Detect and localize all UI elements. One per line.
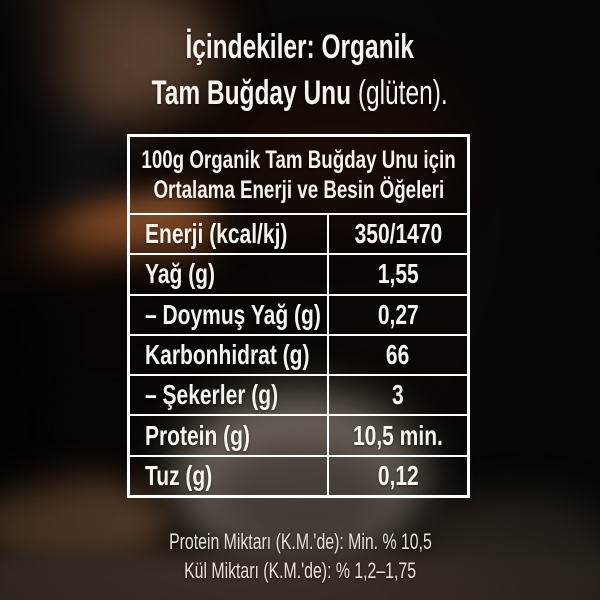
- table-row-salt: Tuz (g) 0,12: [130, 456, 467, 495]
- nutrient-label-cell: Protein (g): [130, 416, 329, 455]
- nutrient-label-cell: Tuz (g): [130, 456, 329, 495]
- nutrient-label-text: Karbonhidrat (g): [145, 338, 310, 370]
- nutrition-table-header: 100g Organik Tam Buğday Unu için Ortalam…: [130, 137, 467, 215]
- nutrient-value-cell: 10,5 min.: [329, 416, 467, 454]
- table-row-energy: Enerji (kcal/kj) 350/1470: [130, 215, 467, 256]
- table-header-line2: Ortalama Enerji ve Besin Öğeleri: [105, 175, 493, 205]
- table-header-line1: 100g Organik Tam Buğday Unu için: [89, 145, 508, 175]
- table-header-line2-text: Ortalama Enerji ve Besin Öğeleri: [153, 176, 444, 204]
- table-row-protein: Protein (g) 10,5 min.: [130, 416, 467, 457]
- nutrient-label-text: Enerji (kcal/kj): [145, 218, 288, 250]
- ash-footnote-text: Kül Miktarı (K.M.'de): % 1,2–1,75: [184, 558, 416, 583]
- nutrient-label-text: Yağ (g): [145, 258, 216, 290]
- table-row-fat: Yağ (g) 1,55: [130, 255, 467, 296]
- table-row-saturated-fat: – Doymuş Yağ (g) 0,27: [130, 295, 467, 336]
- photo-dark-right-side: [0, 0, 60, 480]
- nutrient-value-cell: 350/1470: [329, 215, 467, 253]
- photo-bottom-right-blur: [415, 498, 600, 593]
- nutrient-value-text: 10,5 min.: [352, 419, 443, 451]
- product-name-text: Tam Buğday Unu: [151, 74, 352, 112]
- protein-footnote: Protein Miktarı (K.M.'de): Min. % 10,5: [0, 527, 600, 556]
- nutrient-label-text: – Şekerler (g): [145, 379, 279, 411]
- nutrient-value-text: 0,12: [377, 459, 419, 491]
- nutrient-value-cell: 3: [329, 376, 467, 414]
- nutrient-label-cell: Yağ (g): [130, 255, 329, 294]
- nutrient-value-cell: 1,55: [329, 255, 467, 293]
- nutrient-label-text: Protein (g): [145, 419, 250, 451]
- nutrient-label-cell: Karbonhidrat (g): [130, 335, 329, 375]
- nutrient-label-text: Tuz (g): [145, 459, 213, 491]
- nutrient-value-text: 66: [386, 338, 410, 370]
- nutrient-value-text: 1,55: [377, 258, 419, 290]
- nutrient-label-cell: Enerji (kcal/kj): [130, 215, 329, 254]
- ingredients-title-line1: İçindekiler: Organik: [0, 24, 600, 70]
- ingredients-title-line1-text: İçindekiler: Organik: [185, 28, 415, 66]
- photo-warm-glow-blur: [225, 85, 445, 215]
- table-header-line1-text: 100g Organik Tam Buğday Unu için: [141, 146, 456, 174]
- table-row-sugars: – Şekerler (g) 3: [130, 376, 467, 417]
- nutrition-table: 100g Organik Tam Buğday Unu için Ortalam…: [127, 134, 470, 498]
- nutrient-value-text: 350/1470: [354, 218, 442, 250]
- nutrient-value-text: 0,27: [377, 298, 419, 330]
- nutrient-label-cell: – Doymuş Yağ (g): [130, 295, 329, 334]
- nutrient-value-cell: 66: [329, 336, 467, 374]
- nutrient-value-text: 3: [392, 379, 404, 411]
- nutrition-table-body: Enerji (kcal/kj) 350/1470 Yağ (g) 1,55 –…: [130, 215, 467, 495]
- nutrient-value-cell: 0,12: [329, 457, 467, 495]
- gluten-note-text: (glüten).: [351, 74, 449, 112]
- table-row-carbohydrate: Karbonhidrat (g) 66: [130, 335, 467, 377]
- ingredients-title: İçindekiler: Organik Tam Buğday Unu (glü…: [0, 24, 600, 116]
- footnotes: Protein Miktarı (K.M.'de): Min. % 10,5 K…: [0, 527, 600, 585]
- nutrient-label-text: – Doymuş Yağ (g): [145, 298, 321, 330]
- ash-footnote: Kül Miktarı (K.M.'de): % 1,2–1,75: [0, 556, 600, 585]
- ingredients-title-line2: Tam Buğday Unu (glüten).: [0, 70, 600, 116]
- nutrient-value-cell: 0,27: [329, 296, 467, 334]
- protein-footnote-text: Protein Miktarı (K.M.'de): Min. % 10,5: [168, 529, 432, 554]
- nutrient-label-cell: – Şekerler (g): [130, 376, 329, 415]
